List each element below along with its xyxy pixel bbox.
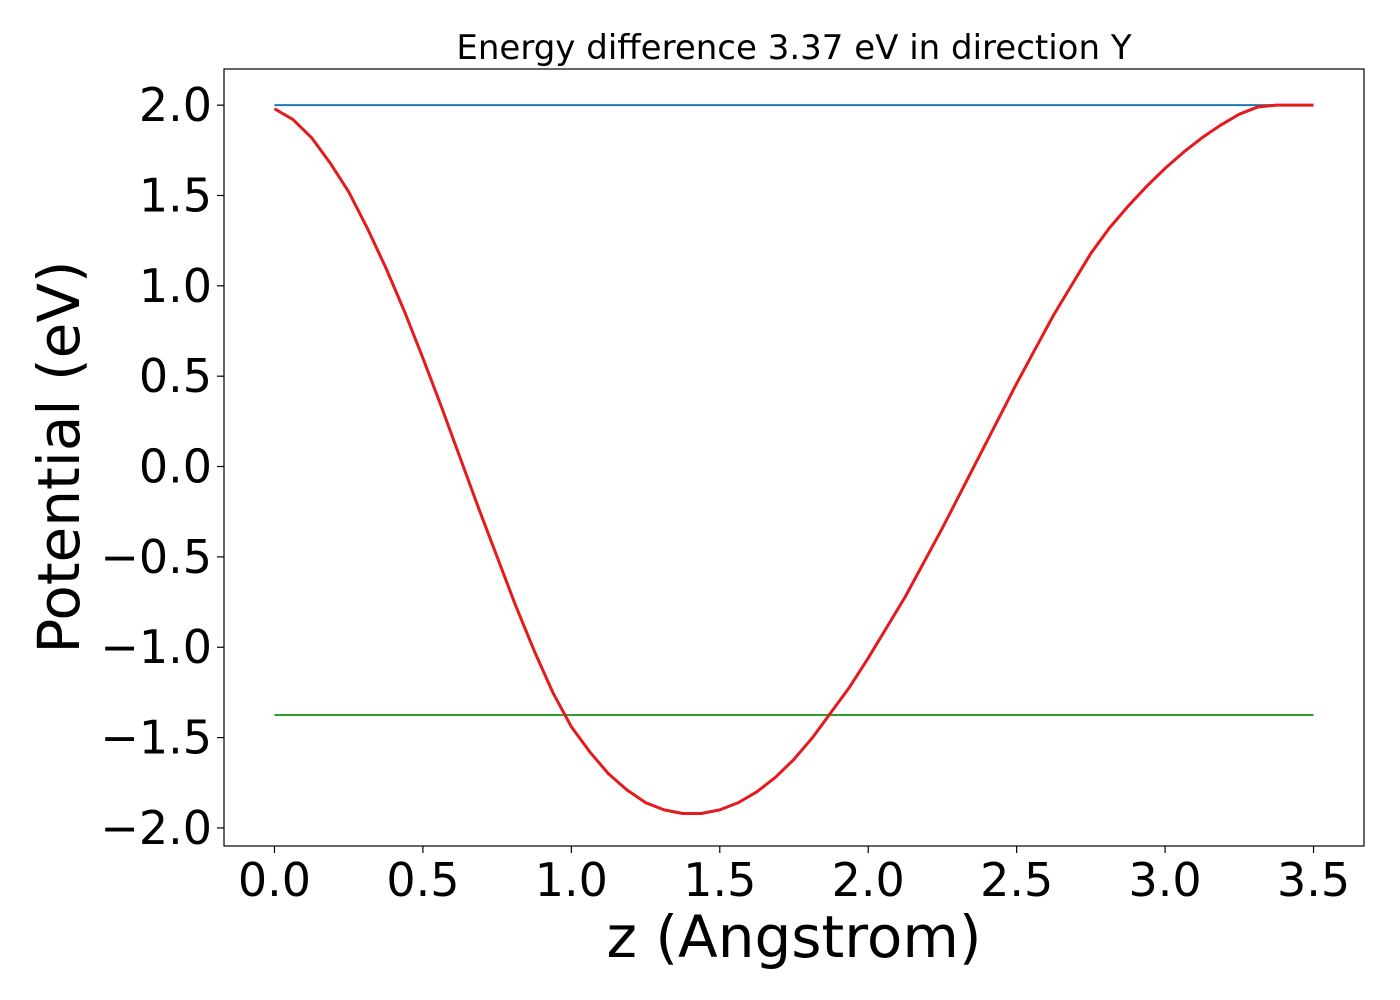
x-tick-label: 3.5 bbox=[1277, 853, 1350, 907]
y-axis: −2.0 −1.5 −1.0 −0.5 0.0 0.5 1.0 1.5 2.0 bbox=[100, 78, 224, 855]
series-layer bbox=[273, 103, 1314, 815]
chart-title: Energy difference 3.37 eV in direction Y bbox=[456, 28, 1131, 68]
x-tick-label: 1.0 bbox=[535, 853, 608, 907]
y-tick-label: 0.5 bbox=[139, 349, 212, 403]
x-tick-label: 1.5 bbox=[683, 853, 756, 907]
x-tick-label: 3.0 bbox=[1129, 853, 1202, 907]
y-tick-label: 1.5 bbox=[139, 168, 212, 222]
y-tick-label: 1.0 bbox=[139, 259, 212, 313]
y-tick-label: −1.5 bbox=[100, 711, 212, 765]
y-tick-label: 0.0 bbox=[139, 440, 212, 494]
y-tick-label: 2.0 bbox=[139, 78, 212, 132]
y-tick-label: −0.5 bbox=[100, 530, 212, 584]
x-tick-label: 0.5 bbox=[386, 853, 459, 907]
x-tick-label: 2.5 bbox=[980, 853, 1053, 907]
plot-border bbox=[223, 68, 1365, 847]
plot-frame bbox=[224, 69, 1364, 846]
y-tick-label: −1.0 bbox=[100, 620, 212, 674]
y-axis-label: Potential (eV) bbox=[25, 260, 93, 653]
series-line-2 bbox=[273, 103, 1314, 815]
x-tick-label: 0.0 bbox=[238, 853, 311, 907]
x-tick-label: 2.0 bbox=[832, 853, 905, 907]
y-tick-label: −2.0 bbox=[100, 801, 212, 855]
plot-area bbox=[223, 68, 1365, 847]
x-axis-label: z (Angstrom) bbox=[607, 903, 982, 971]
x-axis: 0.0 0.5 1.0 1.5 2.0 2.5 3.0 3.5 bbox=[238, 846, 1350, 907]
